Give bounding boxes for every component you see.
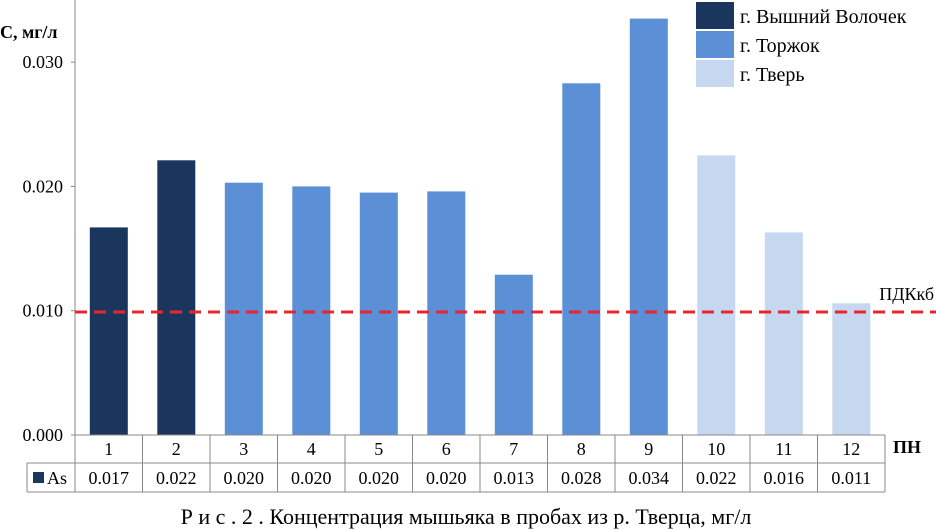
- data-table: 1 0.017 2 0.022 3 0.020 4 0.020 5 0.020 6 0.020 7 0.0…: [26, 434, 886, 493]
- bar-3: [224, 182, 263, 435]
- table-cell-value: 0.016: [764, 468, 805, 488]
- table-cell-value: 0.013: [494, 468, 535, 488]
- table-cell-value: 0.011: [831, 468, 871, 488]
- y-tick-label: 0.010: [23, 301, 64, 321]
- x-category-label: 10: [707, 439, 725, 459]
- bar-1: [89, 227, 128, 435]
- bars-group: [89, 18, 871, 436]
- bar-5: [359, 192, 398, 435]
- table-cell-value: 0.020: [224, 468, 265, 488]
- table-cell-value: 0.022: [156, 468, 197, 488]
- x-category-label: 8: [577, 439, 586, 459]
- y-tick-label: 0.020: [23, 176, 64, 196]
- table-cell-value: 0.020: [359, 468, 400, 488]
- bar-9: [629, 18, 668, 435]
- bar-2: [157, 160, 196, 436]
- x-category-label: 1: [104, 439, 113, 459]
- table-cell-value: 0.034: [629, 468, 670, 488]
- legend-swatch: [696, 2, 734, 29]
- legend-swatch: [696, 31, 734, 58]
- x-axis-title: ПН: [893, 437, 921, 457]
- legend: г. Вышний Волочек г. Торжок г. Тверь: [693, 0, 936, 88]
- table-cell-value: 0.022: [696, 468, 737, 488]
- x-category-label: 6: [442, 439, 451, 459]
- table-cell-value: 0.028: [561, 468, 602, 488]
- y-axis-title: С, мг/л: [0, 22, 58, 42]
- x-category-label: 4: [307, 439, 316, 459]
- table-cell-value: 0.020: [426, 468, 467, 488]
- bar-12: [832, 303, 871, 435]
- legend-label: г. Тверь: [740, 64, 805, 86]
- table-row-swatch: [33, 472, 44, 483]
- threshold-label: ПДКкб: [879, 284, 934, 304]
- x-category-label: 11: [775, 439, 792, 459]
- legend-label: г. Вышний Волочек: [740, 6, 907, 28]
- x-category-label: 2: [172, 439, 181, 459]
- figure-caption: Р и с . 2 . Концентрация мышьяка в проба…: [181, 504, 752, 529]
- x-category-label: 12: [842, 439, 860, 459]
- legend-label: г. Торжок: [740, 35, 820, 57]
- x-category-label: 7: [509, 439, 518, 459]
- table-row-label: As: [47, 468, 67, 488]
- y-tick-label: 0.000: [23, 425, 64, 445]
- table-cell-value: 0.017: [89, 468, 130, 488]
- x-category-label: 5: [374, 439, 383, 459]
- bar-8: [562, 83, 601, 436]
- y-axis: [71, 0, 76, 436]
- bar-11: [764, 232, 803, 435]
- threshold-line-group: ПДКкб: [75, 284, 936, 314]
- x-category-label: 3: [239, 439, 248, 459]
- bar-10: [697, 155, 736, 435]
- bar-7: [494, 274, 533, 435]
- x-category-label: 9: [644, 439, 653, 459]
- y-tick-label: 0.030: [23, 52, 64, 72]
- y-tick-labels: 0.000 0.010 0.020 0.030: [23, 52, 64, 445]
- table-cell-value: 0.020: [291, 468, 332, 488]
- legend-swatch: [696, 60, 734, 87]
